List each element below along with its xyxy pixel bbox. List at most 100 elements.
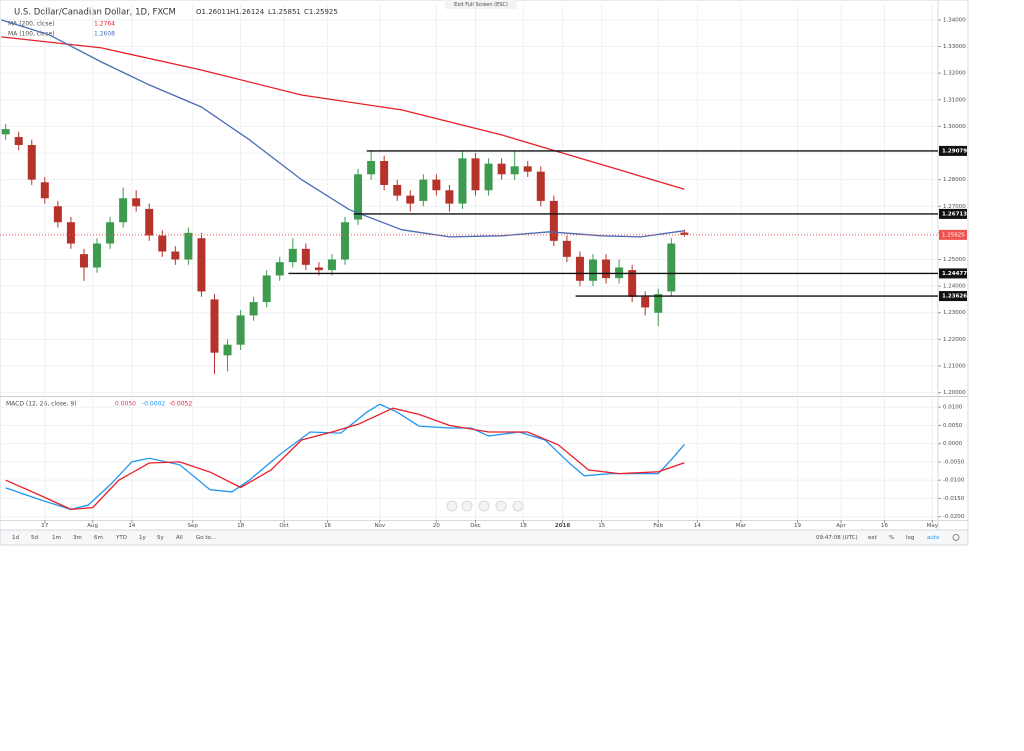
candle-body: [393, 184, 402, 196]
y-tick-label: 1.33000: [943, 44, 966, 50]
y-tick-label: 1.22000: [943, 337, 966, 343]
range-button[interactable]: All: [176, 535, 183, 541]
candle-body: [301, 248, 310, 265]
clock: 09:47:08 (UTC): [816, 535, 858, 541]
bottom-toolbar: [0, 529, 969, 546]
candle-body: [158, 235, 167, 252]
x-tick-label: May: [927, 523, 939, 529]
nav-buttons: [446, 500, 524, 512]
range-button[interactable]: Go to...: [196, 535, 216, 541]
range-button[interactable]: 3m: [73, 535, 82, 541]
candle-body: [210, 299, 219, 353]
y-tick-label: 1.20000: [943, 390, 966, 396]
x-tick-label: Dec: [470, 523, 481, 529]
y-tick-label: 0.0100: [943, 405, 963, 411]
ohlc-readout: L1.25851: [268, 8, 301, 16]
candle-body: [628, 270, 637, 297]
last-price-label: 1.25925: [942, 232, 965, 238]
price-label-box: [939, 268, 967, 279]
exit-fullscreen-button[interactable]: [445, 0, 517, 9]
y-tick-label: 1.31000: [943, 97, 966, 103]
nav-button[interactable]: [446, 500, 458, 512]
range-button[interactable]: 1d: [12, 535, 19, 541]
y-tick-label: 1.24000: [943, 284, 966, 290]
y-tick-label: -0.0100: [943, 478, 965, 484]
candle-body: [249, 302, 258, 316]
candle-body: [510, 166, 519, 175]
range-button[interactable]: 5d: [31, 535, 38, 541]
range-button[interactable]: 1y: [139, 535, 146, 541]
candle-body: [171, 251, 180, 260]
candle-body: [380, 161, 389, 185]
price-label-box: [939, 145, 967, 156]
range-button[interactable]: 5y: [157, 535, 164, 541]
symbol-title: U.S. Dollar/Canadian Dollar, 1D, FXCM: [14, 8, 176, 18]
candle-body: [536, 171, 545, 201]
x-tick-label: 17: [41, 523, 48, 529]
x-tick-label: Feb: [653, 523, 663, 529]
scale-toggle[interactable]: %: [889, 535, 894, 541]
macd-readout: -0.0002: [142, 401, 165, 408]
scale-toggle[interactable]: auto: [927, 535, 940, 541]
y-tick-label: -0.0150: [943, 496, 965, 502]
candle-body: [654, 294, 663, 313]
settings-icon[interactable]: [952, 534, 960, 541]
candle-body: [223, 344, 232, 356]
exit-fullscreen-text[interactable]: Exit Full Screen (ESC): [454, 2, 508, 8]
x-tick-label: 16: [881, 523, 888, 529]
scale-toggle[interactable]: log: [906, 535, 914, 541]
x-tick-label: 18: [520, 523, 527, 529]
candle-body: [367, 161, 376, 175]
nav-button[interactable]: [495, 500, 507, 512]
candle-body: [680, 232, 689, 235]
x-tick-label: 2018: [555, 523, 570, 529]
y-tick-label: 1.32000: [943, 71, 966, 77]
y-tick-label: 1.21000: [943, 363, 966, 369]
price-label: 1.23626: [942, 294, 967, 300]
x-tick-label: 19: [794, 523, 801, 529]
y-tick-label: 0.0000: [943, 441, 963, 447]
x-tick-label: 16: [324, 523, 331, 529]
price-label-box: [939, 291, 967, 302]
candle-body: [145, 208, 154, 236]
candle-body: [262, 275, 271, 303]
candle-body: [14, 137, 23, 146]
nav-button[interactable]: [512, 500, 524, 512]
candle-body: [197, 238, 206, 292]
candle-body: [53, 206, 62, 223]
candle-body: [314, 267, 323, 271]
candle-body: [549, 200, 558, 241]
y-tick-label: 1.30000: [943, 124, 966, 130]
x-tick-label: 14: [694, 523, 701, 529]
candle-body: [667, 243, 676, 292]
y-tick-label: 1.28000: [943, 177, 966, 183]
nav-button[interactable]: [478, 500, 490, 512]
price-label: 1.24477: [942, 271, 967, 277]
x-tick-label: 20: [433, 523, 440, 529]
candle-body: [275, 262, 284, 276]
x-tick-label: 14: [128, 523, 135, 529]
scale-toggle[interactable]: ext: [868, 535, 878, 541]
range-button[interactable]: YTD: [115, 535, 127, 541]
candle-body: [1, 129, 10, 135]
x-tick-label: 15: [598, 523, 605, 529]
candle-body: [445, 190, 454, 204]
price-label: 1.29079: [942, 148, 967, 154]
candle-body: [327, 259, 336, 271]
range-button[interactable]: 6m: [94, 535, 103, 541]
candle-body: [40, 182, 49, 199]
range-button[interactable]: 1m: [52, 535, 61, 541]
candle-body: [484, 163, 493, 191]
last-price-box: [939, 229, 967, 240]
y-tick-label: -0.0200: [943, 514, 965, 520]
y-tick-label: 1.34000: [943, 17, 966, 23]
candle-body: [588, 259, 597, 281]
price-label-box: [939, 208, 967, 219]
candle-body: [354, 174, 363, 220]
nav-button[interactable]: [461, 500, 473, 512]
x-tick-label: Nov: [374, 523, 385, 529]
ohlc-readout: O1.26011: [196, 8, 230, 16]
x-tick-label: Sep: [188, 523, 199, 529]
